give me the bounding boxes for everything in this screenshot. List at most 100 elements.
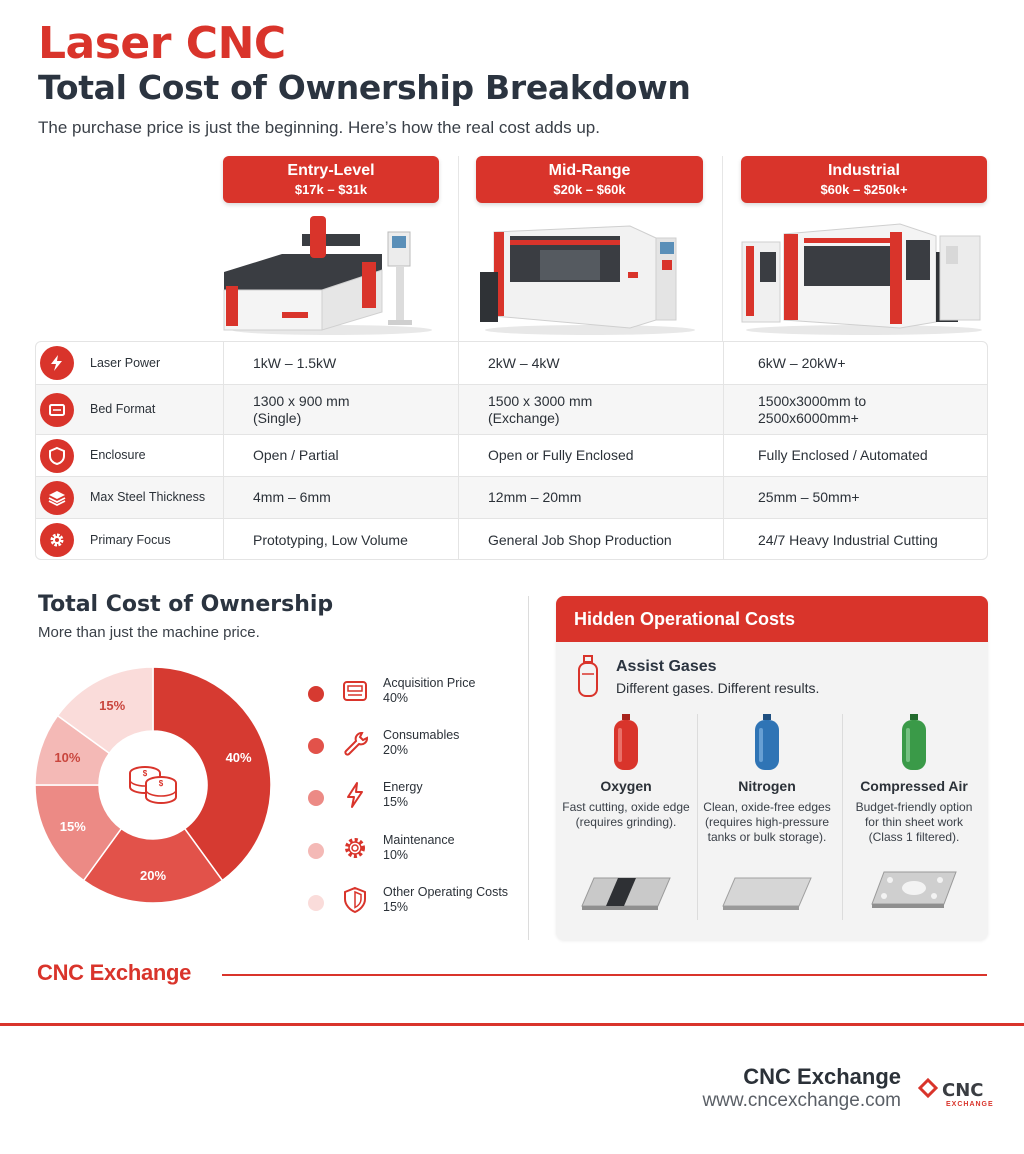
row-label: Enclosure [90,448,146,462]
gas-divider [697,714,698,920]
bed-format-icon [40,392,74,427]
hidden-costs-panel: Hidden Operational Costs Assist Gases Di… [556,596,988,940]
gas-name: Nitrogen [738,778,796,794]
table-cell: General Job Shop Production [459,519,724,559]
legend-swatch [308,895,324,911]
row-header: Enclosure [36,435,224,476]
table-cell: 1kW – 1.5kW [224,342,459,384]
tier-header-mid: Mid-Range $20k – $60k [476,156,703,203]
row-header: Laser Power [36,342,224,384]
donut-label: 20% [140,868,166,883]
legend-swatch [308,790,324,806]
legend-label: Acquisition Price [383,676,476,690]
table-cell: Fully Enclosed / Automated [758,447,928,463]
spec-table: Laser Power 1kW – 1.5kW 2kW – 4kW 6kW – … [35,341,988,560]
table-row: Bed Format 1300 x 900 mm (Single) 1500 x… [36,385,987,435]
legend-swatch [308,738,324,754]
cnc-exchange-logo: CNC EXCHANGE [918,1077,994,1108]
gas-description: Fast cutting, oxide edge (requires grind… [562,800,690,829]
table-cell: 1500x3000mm to 2500x6000mm+ [758,392,867,426]
midrange-machine-image [480,225,695,335]
tier-header-entry: Entry-Level $17k – $31k [223,156,439,203]
gear-icon [40,523,74,557]
row-label: Max Steel Thickness [90,490,206,504]
gas-nitrogen: Nitrogen Clean, oxide-free edges (requir… [697,712,837,922]
donut-label: 15% [99,698,125,713]
gas-divider [842,714,843,920]
header: Laser CNC Total Cost of Ownership Breakd… [38,18,691,138]
gas-name: Oxygen [600,778,652,794]
page-subtitle: Total Cost of Ownership Breakdown [38,68,691,107]
legend-item: Acquisition Price 40% [306,676,521,716]
svg-text:$: $ [159,779,164,788]
legend-item: Consumables 20% [306,728,521,768]
row-label: Laser Power [90,355,161,370]
table-cell: 4mm – 6mm [224,477,459,518]
legend-item: Maintenance 10% [306,833,521,873]
table-row: Enclosure Open / Partial Open or Fully E… [36,435,987,477]
gas-compressed-air: Compressed Air Budget-friendly option fo… [844,712,984,922]
shield-icon [40,438,74,473]
logo-subtext: EXCHANGE [946,1101,994,1108]
cost-donut-chart: 40% 20% 15% 10% 15% $ $ [34,666,272,904]
legend-label: Consumables [383,728,460,742]
compressed-air-tank-icon [902,714,926,770]
tier-name: Entry-Level [287,162,375,179]
footer-brand-name: CNC Exchange [743,1064,901,1089]
tier-price: $20k – $60k [553,182,626,197]
legend-value: 40% [383,691,409,705]
donut-slice-acquisition-price [152,666,272,882]
donut-slice-consumables [82,827,224,904]
tco-title: Total Cost of Ownership [38,592,334,617]
industrial-machine-image [741,223,982,335]
brand-name: CNC Exchange [37,960,192,985]
row-header: Primary Focus [36,519,224,559]
tier-price: $17k – $31k [294,182,368,197]
gas-description: Clean, oxide-free edges (requires high-p… [703,800,831,844]
table-cell: 1300 x 900 mm (Single) [224,385,459,434]
gas-oxygen: Oxygen Fast cutting, oxide edge (require… [556,712,696,922]
legend-value: 15% [383,795,409,809]
table-cell: 2kW – 4kW [459,342,724,384]
table-cell: Prototyping, Low Volume [224,519,459,559]
legend-label: Energy [383,780,423,794]
cut-part-sample-image [871,871,957,908]
table-cell: 12mm – 20mm [459,477,724,518]
svg-text:$: $ [143,769,148,778]
assist-gases-title: Assist Gases [616,658,717,675]
section-divider [528,596,529,940]
tier-name: Industrial [827,162,900,179]
column-divider [458,156,459,341]
logo-text: CNC [942,1080,983,1101]
legend-item: Energy 15% [306,780,521,820]
tco-subtitle: More than just the machine price. [38,624,260,641]
footer-divider [0,1023,1024,1026]
lightning-icon [347,782,363,808]
page-title: Laser CNC [38,18,286,69]
gear-icon [345,838,365,858]
laser-power-icon [40,346,74,380]
row-header: Max Steel Thickness [36,477,224,518]
table-row: Primary Focus Prototyping, Low Volume Ge… [36,519,987,559]
footer-url[interactable]: www.cncexchange.com [702,1090,901,1111]
legend-value: 10% [383,848,409,862]
page-tagline: The purchase price is just the beginning… [38,118,600,137]
layers-icon [40,480,74,515]
brand-rule [222,974,987,976]
table-row: Max Steel Thickness 4mm – 6mm 12mm – 20m… [36,477,987,519]
legend-swatch [308,686,324,702]
gas-description: Budget-friendly option for thin sheet wo… [855,800,973,844]
donut-slice-other-operating-costs [56,666,154,755]
tier-header-industrial: Industrial $60k – $250k+ [741,156,987,203]
row-label: Primary Focus [90,532,171,547]
table-cell: Open / Partial [224,435,459,476]
oxygen-tank-icon [614,714,638,770]
donut-label: 15% [60,819,86,834]
table-cell: 1500 x 3000 mm (Exchange) [459,385,724,434]
entry-machine-image [223,216,432,335]
legend-item: Other Operating Costs 15% [306,885,521,925]
legend-value: 20% [383,743,409,757]
coins-icon: $ $ [129,766,177,804]
table-cell: 25mm – 50mm+ [758,489,860,505]
assist-gases-subtitle: Different gases. Different results. [616,680,820,696]
